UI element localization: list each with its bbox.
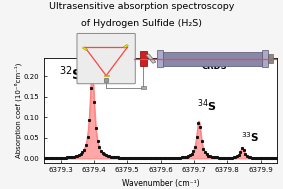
Text: $^{34}$S: $^{34}$S (197, 98, 216, 114)
Text: $^{33}$S: $^{33}$S (241, 130, 260, 144)
Text: Ultrasensitive absorption spectroscopy: Ultrasensitive absorption spectroscopy (49, 2, 234, 11)
Text: CRDS: CRDS (201, 62, 227, 71)
Text: $^{32}$S: $^{32}$S (59, 64, 83, 83)
Text: of Hydrogen Sulfide (H₂S): of Hydrogen Sulfide (H₂S) (81, 19, 202, 28)
Y-axis label: Absorption coef (10⁻⁶cm⁻¹): Absorption coef (10⁻⁶cm⁻¹) (14, 62, 22, 158)
Text: VCOF: VCOF (110, 62, 135, 71)
X-axis label: Wavenumber (cm⁻¹): Wavenumber (cm⁻¹) (122, 179, 200, 188)
